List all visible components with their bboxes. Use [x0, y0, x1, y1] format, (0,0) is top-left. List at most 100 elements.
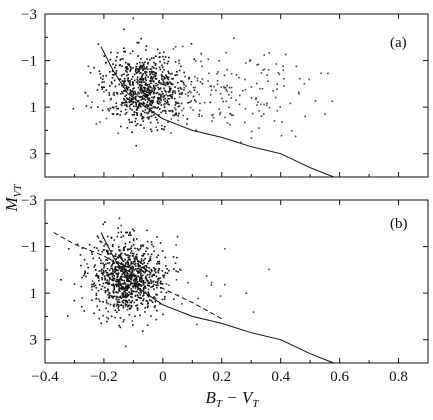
data-point: [139, 66, 142, 68]
data-point: [108, 92, 111, 94]
data-point: [160, 83, 162, 85]
data-point: [320, 72, 322, 75]
x-tick-label: 0.6: [330, 369, 349, 385]
data-point: [142, 86, 145, 89]
data-point: [116, 51, 119, 54]
data-point: [181, 109, 183, 112]
data-point: [137, 288, 139, 290]
data-point: [228, 106, 230, 109]
data-point: [226, 122, 229, 124]
data-point: [279, 106, 282, 108]
y-tick-label: 1: [30, 286, 38, 302]
data-point: [119, 282, 122, 285]
data-point: [169, 89, 172, 91]
data-point: [139, 248, 142, 250]
data-point: [153, 267, 155, 269]
data-point: [164, 90, 167, 93]
data-point: [117, 246, 120, 248]
data-point: [148, 97, 151, 100]
data-point: [106, 274, 108, 276]
data-point: [135, 282, 138, 285]
data-point: [171, 97, 173, 99]
data-point: [133, 269, 136, 271]
data-point: [112, 304, 115, 307]
data-point: [108, 109, 110, 112]
data-point: [101, 250, 104, 253]
data-point: [125, 270, 128, 273]
data-point: [212, 113, 214, 116]
data-point: [204, 101, 206, 104]
data-point: [163, 106, 166, 108]
data-point: [126, 89, 129, 91]
data-point: [180, 102, 183, 105]
data-point: [80, 264, 82, 267]
data-point: [133, 73, 136, 76]
data-point: [145, 82, 147, 84]
data-point: [148, 83, 150, 86]
data-point: [105, 307, 107, 310]
data-point: [324, 113, 326, 115]
data-point: [144, 268, 146, 270]
data-point: [173, 114, 176, 117]
data-point: [147, 86, 150, 88]
data-point: [88, 243, 91, 246]
data-point: [120, 103, 122, 106]
data-point: [150, 91, 152, 93]
data-point: [245, 292, 248, 294]
data-point: [139, 261, 141, 263]
data-point: [174, 92, 177, 94]
data-point: [105, 263, 107, 265]
data-point: [93, 285, 95, 288]
data-point: [261, 87, 264, 90]
data-point: [155, 55, 157, 57]
data-point: [157, 284, 159, 286]
data-point: [150, 282, 153, 284]
data-point: [100, 262, 102, 265]
data-point: [167, 82, 170, 85]
data-point: [197, 297, 199, 300]
data-point: [103, 265, 105, 267]
data-point: [133, 282, 136, 285]
data-point: [151, 269, 153, 272]
data-point: [149, 73, 151, 76]
data-point: [145, 94, 148, 97]
data-point: [104, 290, 107, 292]
data-point: [149, 271, 151, 274]
data-point: [142, 73, 145, 75]
data-point: [116, 266, 119, 268]
data-point: [95, 123, 98, 125]
data-point: [140, 91, 142, 93]
data-point: [281, 121, 283, 123]
data-point: [212, 116, 215, 119]
data-point: [118, 288, 120, 291]
data-point: [106, 316, 108, 319]
data-point: [268, 69, 270, 71]
data-point: [103, 270, 105, 273]
data-point: [104, 291, 107, 294]
data-point: [130, 247, 132, 249]
data-point: [161, 250, 164, 252]
data-point: [276, 88, 278, 90]
data-point: [151, 79, 154, 81]
data-point: [225, 100, 228, 103]
data-point: [83, 310, 85, 312]
data-point: [123, 80, 125, 82]
data-point: [137, 80, 139, 82]
data-point: [162, 274, 164, 277]
data-point: [111, 273, 114, 276]
data-point: [119, 317, 122, 319]
data-point: [134, 262, 137, 265]
data-point: [147, 104, 149, 107]
data-point: [148, 285, 150, 287]
data-point: [130, 263, 132, 265]
data-point: [168, 90, 171, 92]
data-point: [110, 237, 113, 239]
y-tick-label: −3: [21, 193, 37, 209]
data-point: [143, 68, 146, 70]
data-point: [136, 304, 139, 306]
data-point: [126, 101, 128, 104]
data-point: [177, 105, 180, 108]
data-point: [283, 78, 285, 80]
data-point: [135, 69, 137, 71]
data-point: [138, 265, 141, 267]
